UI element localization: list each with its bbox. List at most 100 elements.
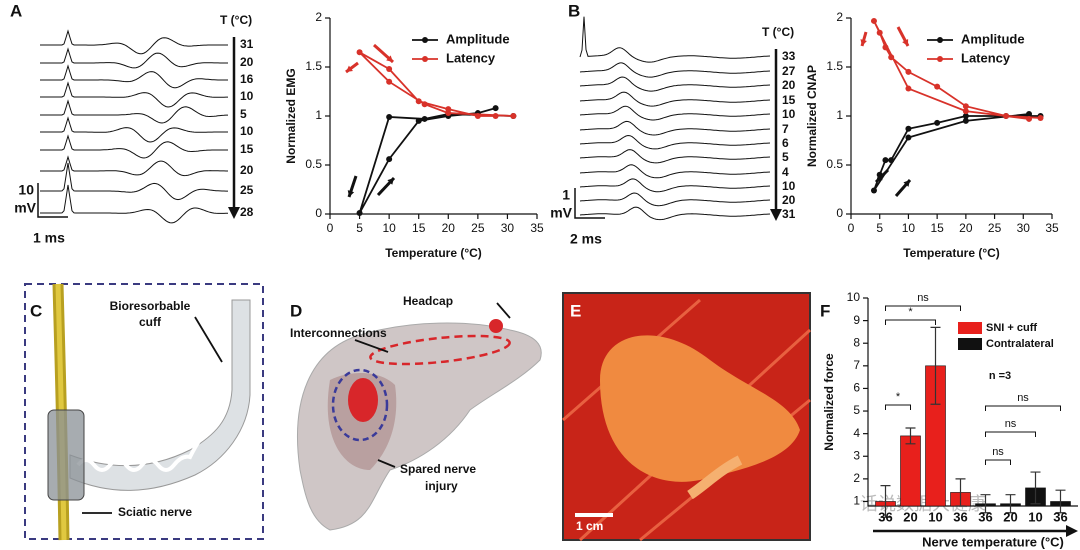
trace xyxy=(579,120,771,136)
x-axis-label: Nerve temperature (°C) xyxy=(922,534,1064,549)
y-tick-label: 2 xyxy=(315,10,322,24)
point xyxy=(905,134,912,141)
x-tick-label: 30 xyxy=(501,221,515,235)
point xyxy=(888,157,895,164)
y-axis-label: Normalized force xyxy=(822,353,836,451)
temperature-label: 10 xyxy=(240,124,254,138)
bracket xyxy=(985,459,1011,465)
serpentine xyxy=(76,306,214,472)
trace xyxy=(40,134,228,159)
x-tick-label: 20 xyxy=(959,221,973,235)
scale-time: 1 ms xyxy=(33,230,65,246)
arrow-head xyxy=(386,55,393,62)
error-bar xyxy=(980,494,991,514)
x-tick-label: 20 xyxy=(903,509,917,524)
trace xyxy=(579,192,771,207)
x-axis-label: Temperature (°C) xyxy=(903,246,1000,260)
temperature-label: 20 xyxy=(782,78,796,92)
x-tick-label: 10 xyxy=(902,221,916,235)
x-tick-label: 20 xyxy=(1003,509,1017,524)
y-tick-label: 2 xyxy=(836,10,843,24)
trace xyxy=(40,81,228,108)
scale-bar xyxy=(574,188,605,219)
point xyxy=(882,44,889,51)
y-tick-label: 0.5 xyxy=(826,157,843,171)
scale-label: 1 cm xyxy=(576,519,603,533)
x-tick-label: 35 xyxy=(530,221,544,235)
point xyxy=(492,113,499,119)
point xyxy=(386,65,393,72)
y-tick-label: 10 xyxy=(847,290,861,304)
y-tick-label: 6 xyxy=(853,381,860,395)
headcap xyxy=(489,319,503,333)
series-line xyxy=(873,20,1041,120)
y-axis-label: Normalized EMG xyxy=(284,68,298,163)
arrow-head xyxy=(876,175,883,182)
arrow-head xyxy=(387,178,394,185)
point xyxy=(905,125,912,132)
point xyxy=(962,103,969,110)
point xyxy=(888,54,895,61)
bracket xyxy=(985,405,1061,411)
annotation: Sciatic nerve xyxy=(118,505,192,519)
annotation: ns xyxy=(1017,392,1029,404)
trace xyxy=(579,178,771,193)
temperature-label: 5 xyxy=(782,150,789,164)
trace xyxy=(579,16,771,63)
bracket xyxy=(885,404,911,410)
point xyxy=(962,113,969,119)
temperature-label: 20 xyxy=(240,163,254,177)
annotation: Spared nerve xyxy=(400,462,476,476)
x-tick-label: 20 xyxy=(442,221,456,235)
x-tick-label: 35 xyxy=(1045,221,1059,235)
x-tick-label: 25 xyxy=(988,221,1002,235)
y-axis-label: Normalized CNAP xyxy=(805,65,819,167)
point xyxy=(1026,111,1033,118)
series-line xyxy=(873,113,1041,191)
annotation: Interconnections xyxy=(290,326,387,340)
x-tick-label: 10 xyxy=(1028,509,1042,524)
temperature-label: 16 xyxy=(240,72,254,86)
bracket xyxy=(885,319,936,325)
arrow-head xyxy=(228,207,240,219)
annotation: ns xyxy=(992,446,1004,458)
scale-time: 2 ms xyxy=(570,231,602,247)
legend-marker xyxy=(937,37,943,43)
arrow xyxy=(354,339,389,353)
x-tick-label: 15 xyxy=(412,221,426,235)
scale-bar xyxy=(37,183,68,218)
x-tick-label: 10 xyxy=(382,221,396,235)
annotation: * xyxy=(896,391,901,403)
legend-marker xyxy=(422,56,428,62)
rat-leg xyxy=(687,455,743,500)
y-tick-label: 1.5 xyxy=(826,59,843,73)
legend-label: SNI + cuff xyxy=(986,322,1037,334)
trace xyxy=(40,184,229,224)
scale-value: 10 xyxy=(18,182,34,198)
x-tick-label: 25 xyxy=(471,221,485,235)
x-axis-label: Temperature (°C) xyxy=(385,246,482,260)
bracket xyxy=(885,305,961,311)
annotation: ns xyxy=(917,292,929,304)
injury-ring xyxy=(331,368,389,442)
temperature-label: 7 xyxy=(782,122,789,136)
trace xyxy=(579,62,771,78)
trace xyxy=(40,47,228,69)
interconnect xyxy=(369,334,511,366)
error-bar xyxy=(1055,489,1066,514)
temperature-label: 10 xyxy=(782,179,796,193)
point xyxy=(962,117,969,124)
scale-unit: mV xyxy=(550,205,572,221)
point xyxy=(876,29,883,36)
legend-label: Amplitude xyxy=(446,31,510,46)
y-tick-label: 0.5 xyxy=(305,157,322,171)
point xyxy=(386,113,393,120)
panel-d xyxy=(297,302,542,531)
cuff-site xyxy=(348,378,378,422)
bracket xyxy=(985,431,1036,437)
point xyxy=(415,117,422,124)
point xyxy=(905,85,912,92)
y-tick-label: 3 xyxy=(853,448,860,462)
point xyxy=(356,210,363,217)
